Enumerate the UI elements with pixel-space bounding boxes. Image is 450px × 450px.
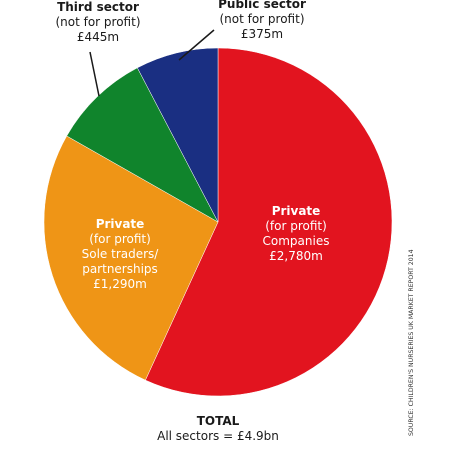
slice-subtitle: (not for profit): [219, 12, 304, 26]
total-title: TOTAL: [197, 414, 240, 428]
slice-category: Sole traders/: [82, 247, 160, 261]
slice-label-private-sole-traders: Private (for profit) Sole traders/ partn…: [82, 217, 160, 291]
slice-private-sole-traders: [43, 135, 219, 381]
slice-amount: £445m: [77, 30, 119, 44]
slice-public-sector: [137, 47, 219, 223]
leader-line-third-sector: [89, 51, 100, 97]
slice-subtitle: (for profit): [265, 219, 327, 233]
total-text: All sectors = £4.9bn: [157, 429, 279, 443]
slice-label-private-companies: Private (for profit) Companies £2,780m: [263, 204, 330, 263]
slice-amount: £2,780m: [269, 249, 323, 263]
slice-title: Private: [272, 204, 321, 218]
total-label: TOTAL All sectors = £4.9bn: [157, 414, 279, 443]
slice-label-third-sector: Third sector (not for profit) £445m: [55, 0, 140, 44]
slice-private-companies: [145, 47, 393, 397]
slice-title: Public sector: [218, 0, 306, 11]
slice-third-sector: [66, 67, 219, 223]
slice-title: Third sector: [57, 0, 139, 14]
slice-subtitle: (not for profit): [55, 15, 140, 29]
slice-title: Private: [96, 217, 145, 231]
source-note: SOURCE: CHILDREN'S NURSERIES UK MARKET R…: [408, 249, 415, 436]
slice-label-public-sector: Public sector (not for profit) £375m: [218, 0, 306, 41]
slice-category: Companies: [263, 234, 330, 248]
slice-amount: £375m: [241, 27, 283, 41]
slice-amount: £1,290m: [93, 277, 147, 291]
slice-subtitle: (for profit): [89, 232, 151, 246]
slice-category-2: partnerships: [82, 262, 158, 276]
pie-slices: [43, 47, 393, 397]
leader-line-public-sector: [178, 29, 215, 61]
